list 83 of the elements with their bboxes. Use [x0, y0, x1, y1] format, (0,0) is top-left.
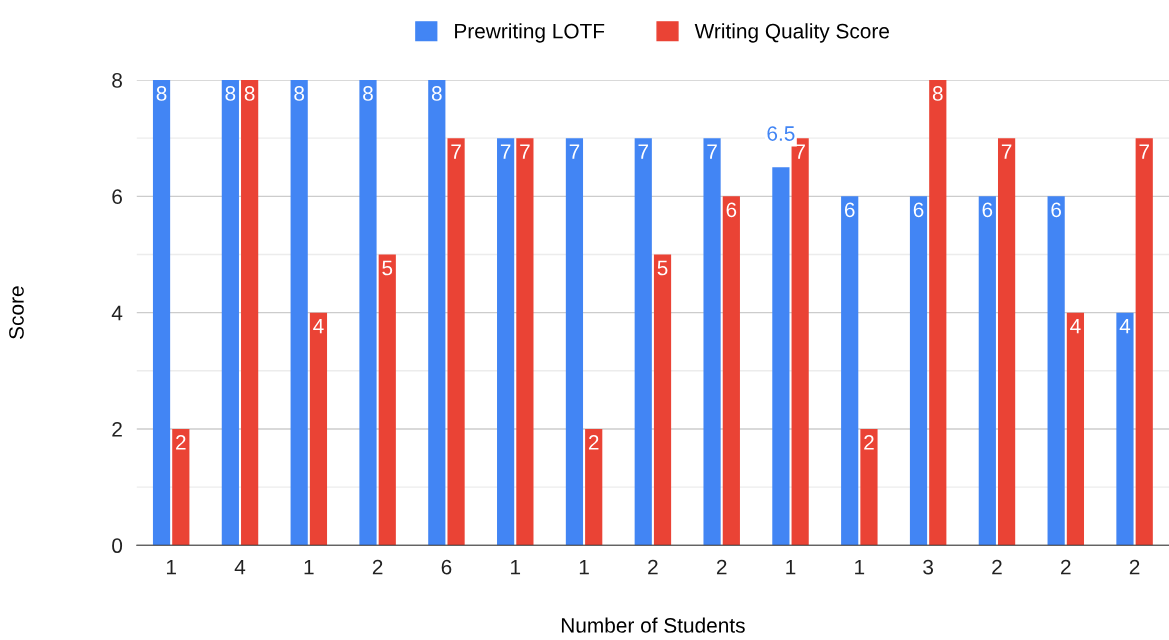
bar — [722, 196, 740, 546]
bar — [1047, 196, 1065, 546]
x-tick-label: 3 — [923, 559, 934, 575]
legend-label: Prewriting LOTF — [455, 23, 605, 43]
bar — [221, 80, 239, 546]
x-tick-label: 2 — [716, 559, 727, 575]
data-label: 5 — [382, 260, 393, 276]
data-label: 4 — [313, 318, 324, 334]
bar — [172, 428, 190, 546]
bar — [516, 138, 534, 546]
bar — [703, 138, 721, 546]
bar — [447, 138, 465, 546]
bar — [653, 254, 672, 546]
data-label: 7 — [500, 144, 511, 159]
y-tick-label: 2 — [112, 421, 122, 437]
data-label: 4 — [1070, 318, 1081, 334]
bar — [585, 428, 603, 546]
x-tick-label: 1 — [579, 559, 589, 575]
data-label: 7 — [1001, 144, 1012, 159]
x-tick-label: 1 — [855, 559, 865, 575]
bar — [1066, 312, 1085, 546]
data-label: 8 — [363, 86, 373, 101]
x-tick-label: 2 — [648, 559, 658, 575]
data-label: 7 — [569, 144, 580, 159]
data-label: 6 — [844, 202, 855, 218]
bar — [772, 167, 790, 546]
data-label: 7 — [451, 144, 461, 159]
bar — [565, 138, 584, 546]
bar — [929, 80, 947, 546]
data-label: 8 — [431, 86, 442, 101]
bar — [152, 80, 171, 546]
bar — [378, 254, 396, 546]
x-tick-label: 6 — [441, 559, 452, 575]
data-label: 7 — [707, 144, 717, 159]
y-axis-title: Score — [9, 286, 24, 339]
data-label: 6 — [726, 202, 737, 218]
x-tick-label: 2 — [1061, 559, 1071, 575]
bar — [359, 80, 377, 546]
legend-label: Writing Quality Score — [694, 23, 889, 43]
data-label: 7 — [638, 144, 648, 159]
x-tick-label: 2 — [992, 559, 1002, 575]
data-label: 2 — [176, 435, 186, 450]
bar — [860, 428, 878, 546]
data-label: 8 — [932, 86, 943, 101]
data-label: 7 — [795, 144, 805, 159]
data-label: 6 — [1051, 202, 1062, 218]
data-label: 2 — [588, 435, 599, 450]
x-tick-label: 1 — [511, 559, 521, 575]
x-tick-label: 1 — [786, 559, 796, 575]
data-label: 6 — [982, 202, 993, 218]
bar — [909, 196, 928, 546]
bar — [841, 196, 859, 546]
x-axis-title: Number of Students — [561, 617, 745, 633]
data-label: 5 — [657, 260, 668, 276]
x-tick-label: 2 — [1129, 559, 1140, 575]
bar — [1135, 138, 1153, 546]
y-tick-label: 8 — [112, 73, 122, 88]
data-label: 6 — [913, 202, 924, 218]
bar — [634, 138, 652, 546]
bar — [428, 80, 446, 546]
bar — [290, 80, 308, 546]
data-label: 8 — [225, 86, 236, 101]
bar — [309, 312, 328, 546]
x-tick-label: 2 — [372, 559, 383, 575]
bar — [978, 196, 996, 546]
data-label: 8 — [294, 86, 305, 101]
y-tick-label: 0 — [112, 538, 123, 554]
bar — [997, 138, 1016, 546]
data-label: 7 — [520, 144, 530, 159]
data-label: 7 — [1139, 144, 1149, 159]
bar — [1116, 312, 1134, 546]
data-label: 2 — [864, 435, 874, 450]
bar — [241, 80, 259, 546]
data-label: 4 — [1119, 318, 1131, 334]
x-tick-label: 1 — [304, 559, 314, 575]
x-tick-label: 4 — [234, 559, 246, 575]
data-label: 8 — [156, 86, 167, 101]
bar — [497, 138, 515, 546]
y-tick-label: 4 — [111, 305, 123, 321]
data-label: 8 — [244, 86, 255, 101]
x-tick-label: 1 — [166, 559, 176, 575]
data-label: 6.5 — [767, 126, 795, 141]
y-tick-label: 6 — [112, 189, 122, 205]
